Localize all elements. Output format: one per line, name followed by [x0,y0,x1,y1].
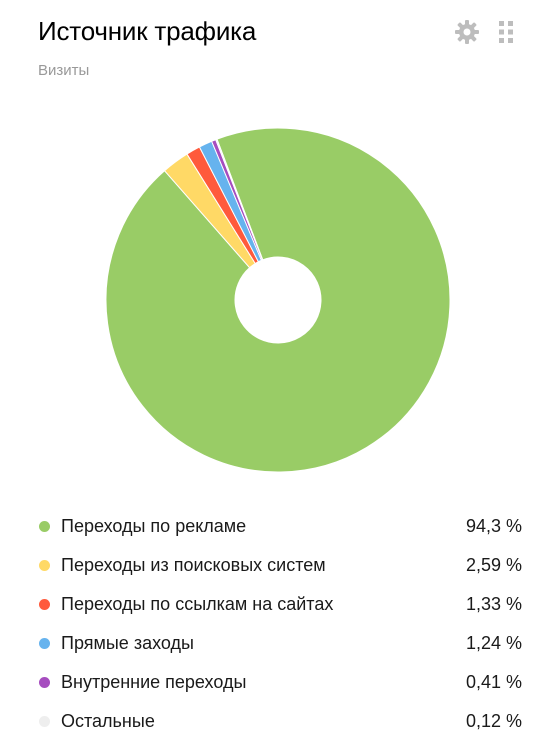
legend-item[interactable]: Остальные 0,12 % [38,702,522,741]
legend-value: 1,33 % [465,594,522,614]
chart-legend: Переходы по рекламе 94,3 % Переходы из пои… [38,507,522,741]
settings-button[interactable] [452,17,482,47]
legend-marker-icon [39,638,50,649]
legend-item[interactable]: Внутренние переходы 0,41 % [38,663,522,702]
legend-value: 0,41 % [465,672,522,692]
donut-chart [105,127,451,473]
pie-slice-1[interactable] [105,127,451,473]
legend-label: Остальные [61,711,155,731]
legend-item[interactable]: Переходы из поисковых систем 2,59 % [38,546,522,585]
drag-handle-button[interactable] [491,17,521,47]
legend-marker-icon [39,716,50,727]
legend-label: Внутренние переходы [61,672,247,692]
legend-value: 0,12 % [465,711,522,731]
legend-item[interactable]: Прямые заходы 1,24 % [38,624,522,663]
legend-marker-icon [39,599,50,610]
legend-item[interactable]: Переходы по ссылкам на сайтах 1,33 % [38,585,522,624]
widget-subtitle: Визиты [38,62,90,79]
legend-label: Переходы по рекламе [61,516,247,536]
legend-value: 2,59 % [465,555,522,575]
gear-icon [455,20,479,44]
legend-label: Переходы по ссылкам на сайтах [61,594,334,614]
chart-area [105,127,451,473]
legend-value: 94,3 % [465,516,522,536]
legend-item[interactable]: Переходы по рекламе 94,3 % [38,507,522,546]
widget-title: Источник трафика [38,16,257,46]
legend-label: Прямые заходы [61,633,194,653]
legend-marker-icon [39,677,50,688]
legend-value: 1,24 % [465,633,522,653]
legend-label: Переходы из поисковых систем [61,555,326,575]
legend-marker-icon [39,560,50,571]
legend-marker-icon [39,521,50,532]
drag-handle-icon [499,21,513,43]
pie-slice-6[interactable] [215,138,264,261]
